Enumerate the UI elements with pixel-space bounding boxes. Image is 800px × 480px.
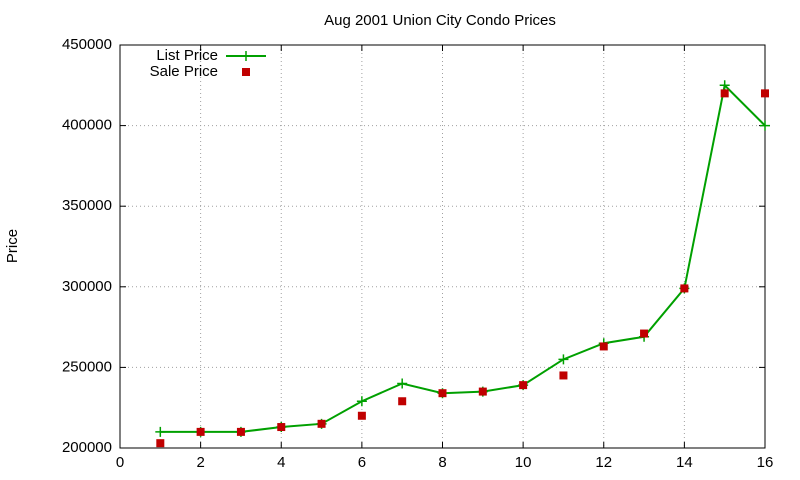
point [398,397,407,406]
x-tick-label: 2 [196,454,204,471]
legend-marker [242,68,250,76]
point [356,396,367,407]
chart-title: Aug 2001 Union City Condo Prices [324,12,556,29]
point [438,389,447,398]
point [680,284,689,293]
point [760,120,770,131]
point [640,329,649,338]
point [277,423,286,432]
point [155,426,166,437]
series-line [160,83,766,433]
y-tick-label: 250000 [62,358,112,375]
y-tick-label: 200000 [62,439,112,456]
y-tick-label: 300000 [62,278,112,295]
point [357,411,366,420]
y-tick-label: 450000 [62,36,112,53]
x-tick-label: 14 [676,454,693,471]
point [317,419,326,428]
legend-label: List Price [156,47,218,64]
point [599,342,608,351]
x-tick-label: 10 [515,454,532,471]
x-tick-label: 16 [757,454,774,471]
point [519,381,528,390]
x-tick-label: 12 [595,454,612,471]
plot-frame [119,44,766,449]
point [156,439,165,448]
point [719,80,730,91]
legend-label: Sale Price [150,63,218,80]
legend-marker [241,51,251,61]
point [720,89,729,98]
point [558,354,569,365]
point [761,89,769,98]
y-tick-label: 350000 [62,197,112,214]
point [236,427,245,436]
point [196,427,205,436]
y-tick-label: 400000 [62,117,112,134]
x-tick-label: 0 [116,454,124,471]
point [397,378,408,389]
x-tick-label: 4 [277,454,285,471]
x-tick-label: 6 [358,454,366,471]
y-axis-label: Price [4,229,21,263]
point [478,387,487,396]
x-tick-label: 8 [438,454,446,471]
point [559,371,568,380]
